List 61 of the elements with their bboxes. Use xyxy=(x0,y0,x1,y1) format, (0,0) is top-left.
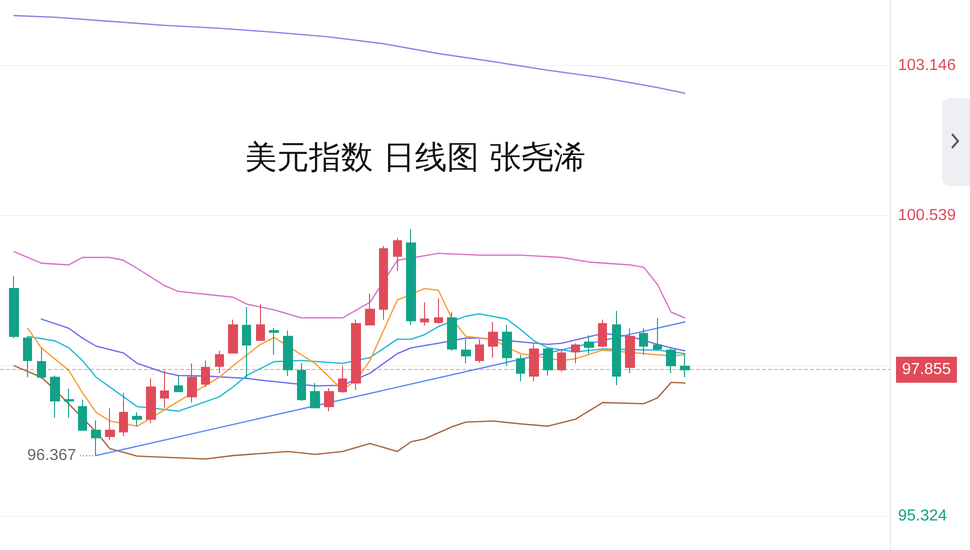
candlestick xyxy=(146,378,156,424)
annotation: 96.367 xyxy=(27,447,76,464)
candlestick xyxy=(502,324,512,366)
candlestick xyxy=(351,319,361,390)
candlestick xyxy=(516,354,525,382)
candlestick xyxy=(666,346,676,374)
candlestick xyxy=(488,321,498,358)
candlestick xyxy=(37,347,46,380)
candlestick xyxy=(283,330,293,377)
candlestick xyxy=(447,312,457,352)
candlestick xyxy=(406,228,416,326)
line-series xyxy=(13,251,686,319)
y-tick-label: 100.539 xyxy=(898,206,956,224)
candlestick xyxy=(338,365,347,394)
candlestick xyxy=(215,350,224,374)
line-series xyxy=(40,318,686,387)
candlestick xyxy=(612,310,621,386)
text: 美元指数 日线图 张尧浠 xyxy=(245,138,586,176)
candlestick xyxy=(365,293,375,326)
candlestick xyxy=(379,245,388,320)
candlestick xyxy=(91,420,101,456)
ref-line-label: 97.855 xyxy=(902,361,952,378)
candlestick xyxy=(256,304,265,342)
line-series xyxy=(27,313,686,412)
candlestick xyxy=(639,328,648,356)
candlestick xyxy=(201,360,210,388)
candlestick xyxy=(310,382,320,408)
candlestick xyxy=(393,237,402,272)
candlestick xyxy=(475,338,484,364)
candlestick xyxy=(461,338,471,364)
candlestick xyxy=(132,412,142,427)
candlestick xyxy=(228,319,238,354)
candlestick xyxy=(543,346,553,376)
line-series xyxy=(13,14,686,94)
candlestick xyxy=(119,392,128,436)
candlestick xyxy=(23,336,32,378)
candlestick xyxy=(174,374,183,392)
candlestick xyxy=(584,334,594,354)
candlestick xyxy=(598,319,607,348)
candlestick xyxy=(50,374,60,418)
candlestick xyxy=(420,302,429,326)
y-tick-label: 103.146 xyxy=(898,56,956,74)
candlestick xyxy=(434,298,443,324)
candlestick xyxy=(297,362,306,402)
candlestick xyxy=(78,399,87,432)
candlestick xyxy=(680,353,690,378)
candlestick xyxy=(242,306,251,379)
candlestick xyxy=(324,388,334,412)
candlestick xyxy=(160,370,169,408)
candlestick xyxy=(653,317,662,351)
candlestick xyxy=(529,344,539,382)
candlestick xyxy=(557,348,566,372)
candlestick xyxy=(64,388,74,418)
candlestick xyxy=(571,342,580,364)
line-series xyxy=(13,365,686,460)
candlestick xyxy=(187,362,197,404)
y-tick-label: 95.324 xyxy=(898,507,948,524)
candlestick xyxy=(105,408,115,440)
candlestick xyxy=(269,327,279,356)
candlestick xyxy=(625,328,635,374)
candlestick xyxy=(9,275,19,339)
